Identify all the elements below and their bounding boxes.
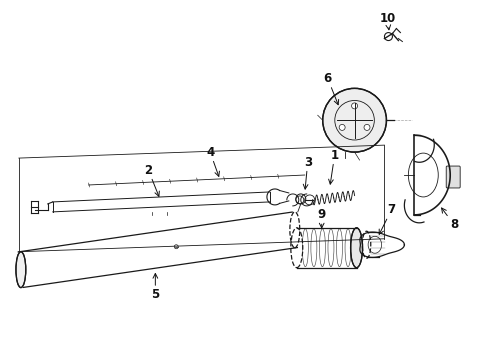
Text: 5: 5: [151, 274, 159, 301]
Text: 7: 7: [379, 203, 395, 234]
Ellipse shape: [350, 228, 363, 268]
Text: 9: 9: [318, 208, 326, 228]
Text: 3: 3: [303, 156, 312, 189]
Circle shape: [323, 88, 387, 152]
FancyBboxPatch shape: [446, 166, 460, 188]
Circle shape: [339, 125, 345, 130]
Text: 6: 6: [323, 72, 339, 105]
Circle shape: [364, 125, 370, 130]
Text: 1: 1: [329, 149, 339, 184]
Text: 2: 2: [145, 163, 159, 196]
Text: 10: 10: [379, 12, 395, 30]
Text: 4: 4: [206, 145, 220, 176]
Circle shape: [352, 103, 358, 109]
Text: 8: 8: [441, 208, 458, 231]
Ellipse shape: [16, 252, 26, 288]
